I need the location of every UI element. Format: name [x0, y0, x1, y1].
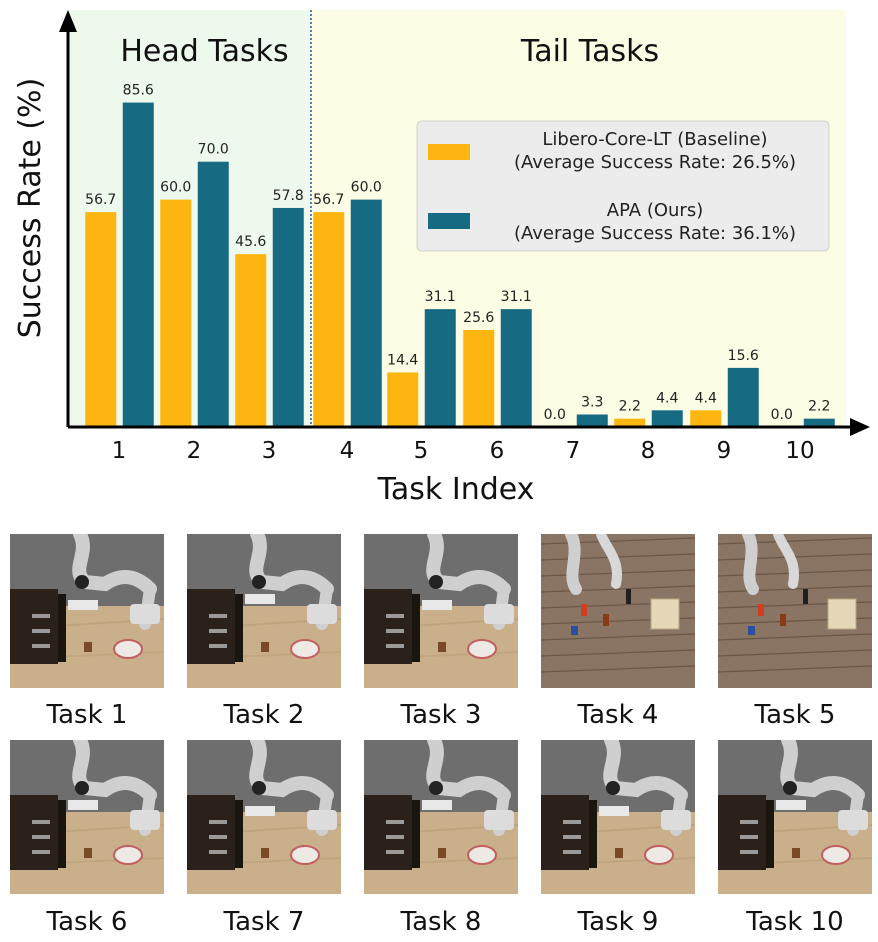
bar-s2-task-6	[500, 309, 532, 427]
legend-swatch-apa	[428, 213, 470, 229]
bar-s2-task-8	[651, 410, 683, 427]
x-tick-2: 2	[187, 438, 202, 464]
bar-s1-task-6	[463, 329, 495, 427]
bar-label-s2-task-9: 15.6	[728, 348, 759, 364]
task-label-3: Task 3	[400, 700, 482, 730]
task-thumbnail-1	[10, 534, 164, 688]
legend-swatch-baseline	[428, 144, 470, 160]
bar-label-s1-task-1: 56.7	[85, 192, 116, 208]
task-scene-image	[10, 740, 164, 894]
task-label-1: Task 1	[46, 700, 128, 730]
bar-s2-task-2	[197, 161, 229, 427]
task-thumbnail-3	[364, 534, 518, 688]
bar-s1-task-5	[387, 372, 419, 427]
x-tick-3: 3	[262, 438, 277, 464]
task-scene-image	[364, 740, 518, 894]
task-scene-image	[541, 740, 695, 894]
task-scene-image	[541, 534, 695, 688]
bar-s1-task-8	[614, 418, 646, 427]
legend-apa-name: APA (Ours)	[607, 200, 703, 221]
legend-apa-average: (Average Success Rate: 36.1%)	[514, 223, 796, 244]
bar-label-s1-task-10: 0.0	[771, 407, 793, 423]
bar-label-s1-task-3: 45.6	[235, 234, 266, 250]
bar-label-s1-task-9: 4.4	[695, 390, 717, 406]
task-scene-image	[187, 740, 341, 894]
bar-s1-task-3	[235, 254, 267, 427]
x-axis-label: Task Index	[377, 472, 535, 507]
task-thumbnail-7	[187, 740, 341, 894]
task-label-5: Task 5	[754, 700, 836, 730]
bar-label-s2-task-2: 70.0	[198, 142, 229, 158]
bar-s1-task-1	[85, 212, 117, 427]
legend-baseline-name: Libero-Core-LT (Baseline)	[542, 129, 767, 150]
y-axis-label: Success Rate (%)	[13, 78, 48, 339]
x-tick-group: 1 2 3 4 5 6 7 8 9 10	[112, 438, 815, 464]
task-thumbnail-6	[10, 740, 164, 894]
bar-s2-task-1	[122, 102, 154, 428]
x-tick-4: 4	[340, 438, 355, 464]
bar-s2-task-3	[272, 207, 304, 427]
legend-baseline-average: (Average Success Rate: 26.5%)	[514, 152, 796, 173]
x-tick-5: 5	[414, 438, 429, 464]
bar-s1-task-4	[313, 212, 345, 427]
success-rate-chart: Head Tasks Tail Tasks 56.760.045.656.714…	[13, 10, 870, 507]
bar-label-s1-task-6: 25.6	[463, 310, 494, 326]
task-thumbnail-4	[541, 534, 695, 688]
bar-s2-task-7	[576, 414, 608, 427]
task-label-10: Task 10	[746, 907, 844, 937]
bar-label-s2-task-3: 57.8	[273, 188, 304, 204]
x-tick-10: 10	[785, 438, 814, 464]
y-axis-arrow	[59, 10, 77, 32]
bar-label-s1-task-8: 2.2	[619, 399, 641, 415]
x-tick-6: 6	[490, 438, 505, 464]
task-label-4: Task 4	[577, 700, 659, 730]
legend: Libero-Core-LT (Baseline) (Average Succe…	[416, 120, 830, 252]
bar-s2-task-9	[727, 367, 759, 427]
bar-s1-task-9	[690, 410, 722, 427]
legend-box	[416, 120, 830, 252]
task-label-8: Task 8	[400, 907, 482, 937]
task-label-2: Task 2	[223, 700, 305, 730]
bar-s2-task-10	[803, 418, 835, 427]
task-thumbnail-9	[541, 740, 695, 894]
x-tick-7: 7	[566, 438, 581, 464]
bar-label-s1-task-4: 56.7	[313, 192, 344, 208]
task-scene-image	[10, 534, 164, 688]
task-scene-image	[718, 534, 872, 688]
bar-label-s1-task-7: 0.0	[544, 407, 566, 423]
x-tick-1: 1	[112, 438, 127, 464]
bar-label-s2-task-1: 85.6	[123, 83, 154, 99]
bar-label-s1-task-5: 14.4	[387, 352, 418, 368]
tail-region-label: Tail Tasks	[520, 34, 659, 69]
task-thumbnail-5	[718, 534, 872, 688]
task-thumbnail-10	[718, 740, 872, 894]
task-thumbnail-grid: Task 1 Task 2	[0, 530, 878, 942]
bar-group: 56.7 60.0 45.6 56.7 14.4 25.6 0.0 2.2 4.4 0.0 85.6…	[85, 83, 835, 428]
bar-s2-task-5	[424, 309, 456, 427]
bar-label-s1-task-2: 60.0	[160, 180, 191, 196]
bar-s1-task-2	[160, 199, 192, 427]
x-axis-arrow	[850, 418, 870, 436]
task-scene-image	[718, 740, 872, 894]
bar-label-s2-task-5: 31.1	[425, 289, 456, 305]
task-thumbnail-8	[364, 740, 518, 894]
task-label-7: Task 7	[223, 907, 305, 937]
task-label-9: Task 9	[577, 907, 659, 937]
task-scene-image	[364, 534, 518, 688]
x-tick-8: 8	[641, 438, 656, 464]
bar-label-s2-task-6: 31.1	[501, 289, 532, 305]
bar-label-s2-task-10: 2.2	[808, 399, 830, 415]
bar-s2-task-4	[350, 199, 382, 427]
head-region-label: Head Tasks	[120, 34, 288, 69]
task-scene-image	[187, 534, 341, 688]
bar-label-s2-task-7: 3.3	[581, 394, 603, 410]
x-tick-9: 9	[717, 438, 732, 464]
bar-label-s2-task-4: 60.0	[351, 180, 382, 196]
task-label-6: Task 6	[46, 907, 128, 937]
bar-label-s2-task-8: 4.4	[656, 390, 678, 406]
task-thumbnail-2	[187, 534, 341, 688]
